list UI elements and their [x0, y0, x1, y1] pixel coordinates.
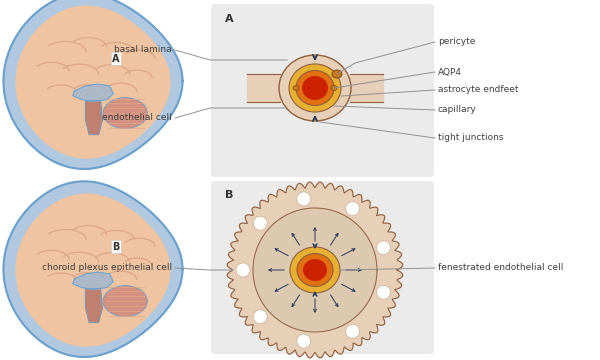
Text: astrocyte endfeet: astrocyte endfeet: [438, 85, 518, 94]
Polygon shape: [4, 181, 182, 357]
Polygon shape: [247, 74, 280, 102]
Circle shape: [297, 334, 311, 348]
Polygon shape: [73, 84, 113, 102]
Circle shape: [346, 324, 359, 338]
Ellipse shape: [331, 85, 337, 90]
Ellipse shape: [103, 98, 148, 129]
Polygon shape: [16, 194, 170, 346]
Ellipse shape: [289, 64, 341, 112]
Ellipse shape: [293, 85, 299, 90]
Ellipse shape: [279, 55, 351, 121]
Text: A: A: [112, 54, 120, 64]
Text: choroid plexus epithelial cell: choroid plexus epithelial cell: [42, 264, 172, 273]
Ellipse shape: [303, 259, 327, 281]
Polygon shape: [73, 272, 113, 289]
Text: basal lamina: basal lamina: [115, 45, 172, 54]
Polygon shape: [4, 0, 182, 169]
FancyBboxPatch shape: [211, 181, 434, 354]
Polygon shape: [227, 182, 403, 358]
Circle shape: [236, 263, 250, 277]
Circle shape: [376, 241, 391, 255]
Polygon shape: [253, 208, 377, 332]
Circle shape: [253, 310, 267, 324]
Ellipse shape: [103, 285, 148, 317]
Circle shape: [376, 285, 391, 299]
Ellipse shape: [296, 71, 334, 105]
FancyBboxPatch shape: [211, 4, 434, 177]
Text: capillary: capillary: [438, 105, 477, 114]
Circle shape: [346, 202, 359, 216]
Ellipse shape: [332, 70, 342, 78]
Text: tight junctions: tight junctions: [438, 134, 503, 143]
Circle shape: [297, 192, 311, 206]
Ellipse shape: [302, 76, 328, 100]
Polygon shape: [350, 74, 383, 102]
Ellipse shape: [290, 247, 340, 293]
Text: B: B: [225, 190, 233, 200]
Polygon shape: [86, 288, 102, 323]
Circle shape: [253, 216, 267, 230]
Text: endothelial cell: endothelial cell: [102, 113, 172, 122]
Text: AQP4: AQP4: [438, 68, 462, 77]
Ellipse shape: [297, 253, 333, 287]
Text: pericyte: pericyte: [438, 37, 475, 46]
Text: A: A: [225, 14, 233, 24]
Text: fenestrated endothelial cell: fenestrated endothelial cell: [438, 264, 563, 273]
Polygon shape: [86, 100, 102, 134]
Text: B: B: [112, 242, 120, 252]
Polygon shape: [16, 6, 170, 158]
